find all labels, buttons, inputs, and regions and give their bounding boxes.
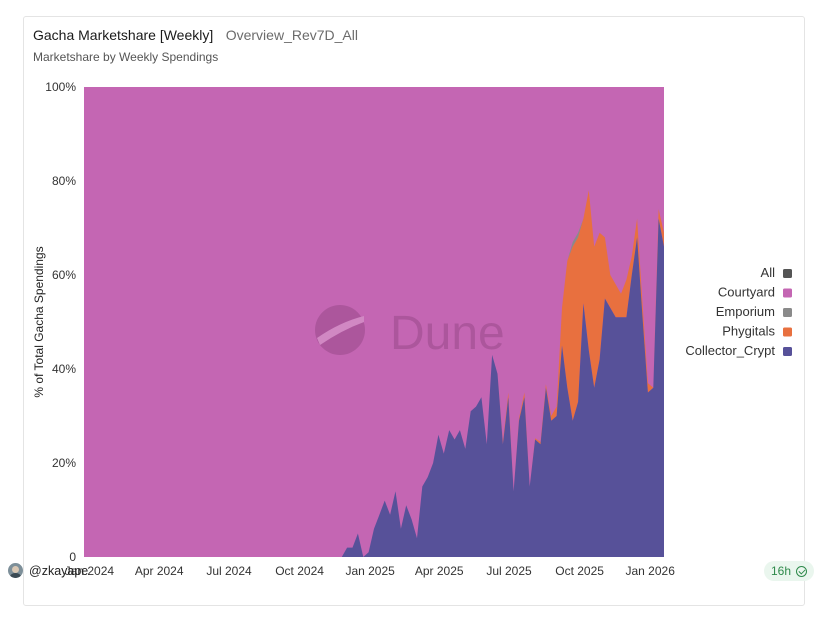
y-tick-label: 20% — [52, 456, 76, 470]
y-tick-label: 60% — [52, 268, 76, 282]
title-row: Gacha Marketshare [Weekly] Overview_Rev7… — [33, 27, 358, 45]
legend-swatch — [783, 327, 792, 337]
legend-label: Collector_Crypt — [685, 343, 775, 358]
y-tick-label: 100% — [45, 80, 76, 94]
legend-label: All — [761, 265, 776, 280]
x-tick-label: Jan 2026 — [625, 564, 675, 578]
y-axis-label: % of Total Gacha Spendings — [32, 246, 46, 397]
dune-logo-swoosh — [317, 316, 364, 345]
legend-label: Emporium — [716, 304, 775, 319]
age-text: 16h — [770, 564, 791, 578]
x-tick-label: Jan 2025 — [345, 564, 395, 578]
legend-swatch — [783, 288, 792, 298]
x-tick-label: Apr 2024 — [135, 564, 184, 578]
author-name: @zkayape — [29, 563, 89, 578]
chart-title[interactable]: Gacha Marketshare [Weekly] — [33, 27, 214, 43]
x-tick-label: Jan 2024 — [65, 564, 115, 578]
author-link[interactable]: @zkayape — [8, 563, 88, 578]
series-area-collector-crypt — [84, 218, 664, 557]
legend-label: Courtyard — [718, 285, 775, 300]
y-tick-label: 40% — [52, 362, 76, 376]
x-tick-label: Jul 2025 — [486, 564, 532, 578]
refresh-age-badge[interactable]: 16h — [763, 561, 814, 581]
watermark-text: Dune — [390, 307, 505, 360]
y-tick-label: 0 — [69, 550, 76, 564]
x-tick-label: Jul 2024 — [206, 564, 252, 578]
dune-watermark: Dune — [315, 305, 505, 360]
x-tick-label: Oct 2024 — [275, 564, 324, 578]
avatar — [8, 563, 23, 578]
x-tick-label: Oct 2025 — [555, 564, 604, 578]
legend-swatch — [783, 269, 792, 278]
legend-swatch — [783, 347, 792, 356]
legend-label: Phygitals — [722, 324, 775, 339]
dune-logo-icon — [315, 305, 365, 355]
query-name[interactable]: Overview_Rev7D_All — [225, 27, 358, 43]
chart-subtitle: Marketshare by Weekly Spendings — [33, 50, 219, 64]
check-circle-icon — [796, 565, 807, 577]
legend-swatch — [783, 308, 792, 317]
y-tick-label: 80% — [52, 174, 76, 188]
x-tick-label: Apr 2025 — [415, 564, 464, 578]
